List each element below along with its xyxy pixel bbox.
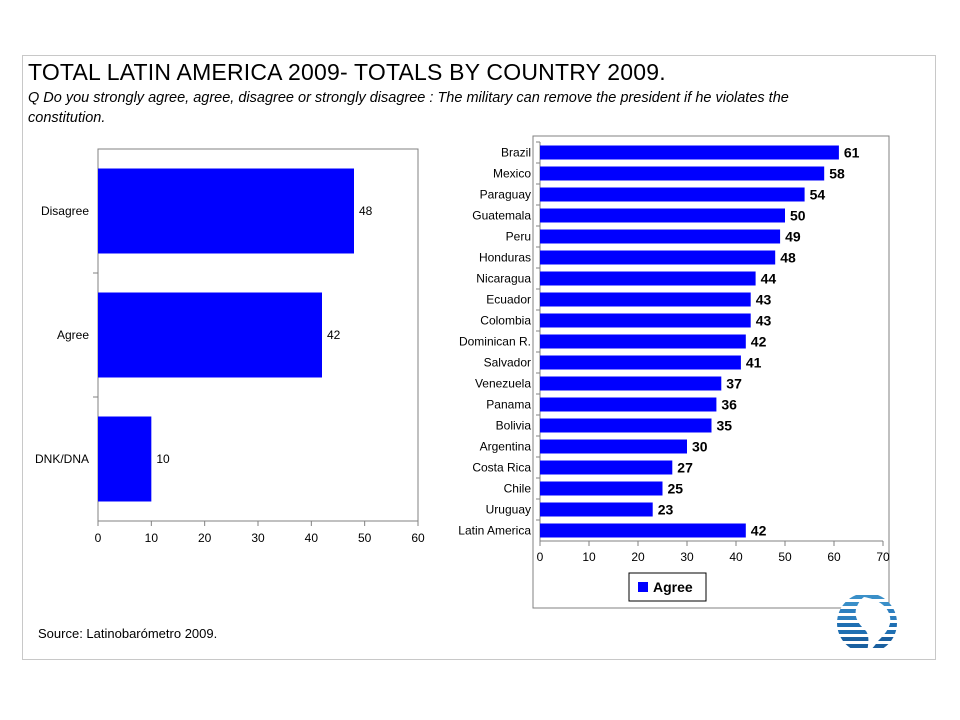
bar xyxy=(540,439,687,454)
x-tick-label: 30 xyxy=(251,531,265,545)
bar xyxy=(98,168,354,254)
source-note: Source: Latinobarómetro 2009. xyxy=(38,626,218,641)
bar xyxy=(540,187,805,202)
category-label: Venezuela xyxy=(475,377,531,391)
category-label: Honduras xyxy=(479,251,531,265)
x-tick-label: 30 xyxy=(680,550,694,564)
category-label: Argentina xyxy=(480,440,532,454)
data-label: 30 xyxy=(692,439,708,455)
bar xyxy=(540,271,756,286)
data-label: 48 xyxy=(780,250,796,266)
x-tick-label: 50 xyxy=(358,531,372,545)
bar xyxy=(540,334,746,349)
category-label: Panama xyxy=(486,398,531,412)
x-tick-label: 40 xyxy=(305,531,319,545)
x-tick-label: 60 xyxy=(411,531,425,545)
data-label: 48 xyxy=(359,204,373,218)
category-label: Disagree xyxy=(41,204,89,218)
x-tick-label: 40 xyxy=(729,550,743,564)
category-label: Dominican R. xyxy=(459,335,531,349)
bar xyxy=(540,376,722,391)
x-tick-label: 0 xyxy=(537,550,544,564)
data-label: 49 xyxy=(785,229,801,245)
category-label: Peru xyxy=(506,230,531,244)
bar xyxy=(540,208,785,223)
data-label: 58 xyxy=(829,166,845,182)
category-label: Brazil xyxy=(501,146,531,160)
category-label: Colombia xyxy=(480,314,531,328)
x-tick-label: 20 xyxy=(631,550,645,564)
bar xyxy=(540,292,751,307)
chart-frame xyxy=(532,135,890,609)
overall-bar-chart: Disagree 48 Agree 42 DNK/DNA 10 0 10 20 30 40 50 60 xyxy=(35,148,425,545)
bar xyxy=(540,418,712,433)
category-label: Ecuador xyxy=(486,293,531,307)
bar xyxy=(540,502,653,517)
bar xyxy=(540,355,741,370)
bar xyxy=(540,523,746,538)
latinobarometro-logo xyxy=(837,593,897,653)
bar xyxy=(540,481,663,496)
category-label: Costa Rica xyxy=(472,461,531,475)
survey-question: Q Do you strongly agree, agree, disagree… xyxy=(28,90,789,126)
legend-label: Agree xyxy=(653,579,693,595)
data-label: 41 xyxy=(746,355,762,371)
data-label: 44 xyxy=(761,271,777,287)
bar xyxy=(98,292,322,378)
data-label: 35 xyxy=(717,418,733,434)
page-title: TOTAL LATIN AMERICA 2009- TOTALS BY COUN… xyxy=(28,59,666,85)
data-label: 27 xyxy=(677,460,693,476)
category-label: Salvador xyxy=(484,356,531,370)
x-tick-label: 10 xyxy=(145,531,159,545)
bar xyxy=(540,166,825,181)
category-label: Agree xyxy=(57,328,89,342)
data-label: 50 xyxy=(790,208,806,224)
data-label: 23 xyxy=(658,502,674,518)
x-tick-label: 0 xyxy=(95,531,102,545)
data-label: 36 xyxy=(721,397,737,413)
data-label: 10 xyxy=(156,452,170,466)
category-label: Latin America xyxy=(458,524,531,538)
bar xyxy=(540,397,717,412)
data-label: 25 xyxy=(668,481,684,497)
data-label: 37 xyxy=(726,376,742,392)
bar xyxy=(540,313,751,328)
x-tick-label: 20 xyxy=(198,531,212,545)
category-label: Paraguay xyxy=(480,188,531,202)
legend: Agree xyxy=(628,572,707,602)
category-label: Nicaragua xyxy=(476,272,531,286)
data-label: 54 xyxy=(810,187,826,203)
category-label: Uruguay xyxy=(486,503,531,517)
bar xyxy=(540,145,839,160)
data-label: 42 xyxy=(751,523,767,539)
category-label: Mexico xyxy=(493,167,531,181)
category-label: Bolivia xyxy=(496,419,532,433)
x-tick-label: 70 xyxy=(876,550,890,564)
data-label: 43 xyxy=(756,292,772,308)
bar xyxy=(540,229,781,244)
bar xyxy=(540,460,673,475)
category-label: Guatemala xyxy=(472,209,531,223)
category-label: DNK/DNA xyxy=(35,452,89,466)
data-label: 42 xyxy=(327,328,341,342)
legend-swatch xyxy=(638,582,648,592)
data-label: 61 xyxy=(844,145,860,161)
x-tick-label: 50 xyxy=(778,550,792,564)
data-label: 43 xyxy=(756,313,772,329)
x-tick-label: 60 xyxy=(827,550,841,564)
slide: TOTAL LATIN AMERICA 2009- TOTALS BY COUN… xyxy=(22,55,936,660)
bar xyxy=(98,416,152,502)
bar xyxy=(540,250,776,265)
x-tick-label: 10 xyxy=(582,550,596,564)
data-label: 42 xyxy=(751,334,767,350)
category-label: Chile xyxy=(504,482,532,496)
country-bar-chart: Brazil 61 Mexico 58 Paraguay 54 Guatemala 50 Per… xyxy=(458,135,890,609)
